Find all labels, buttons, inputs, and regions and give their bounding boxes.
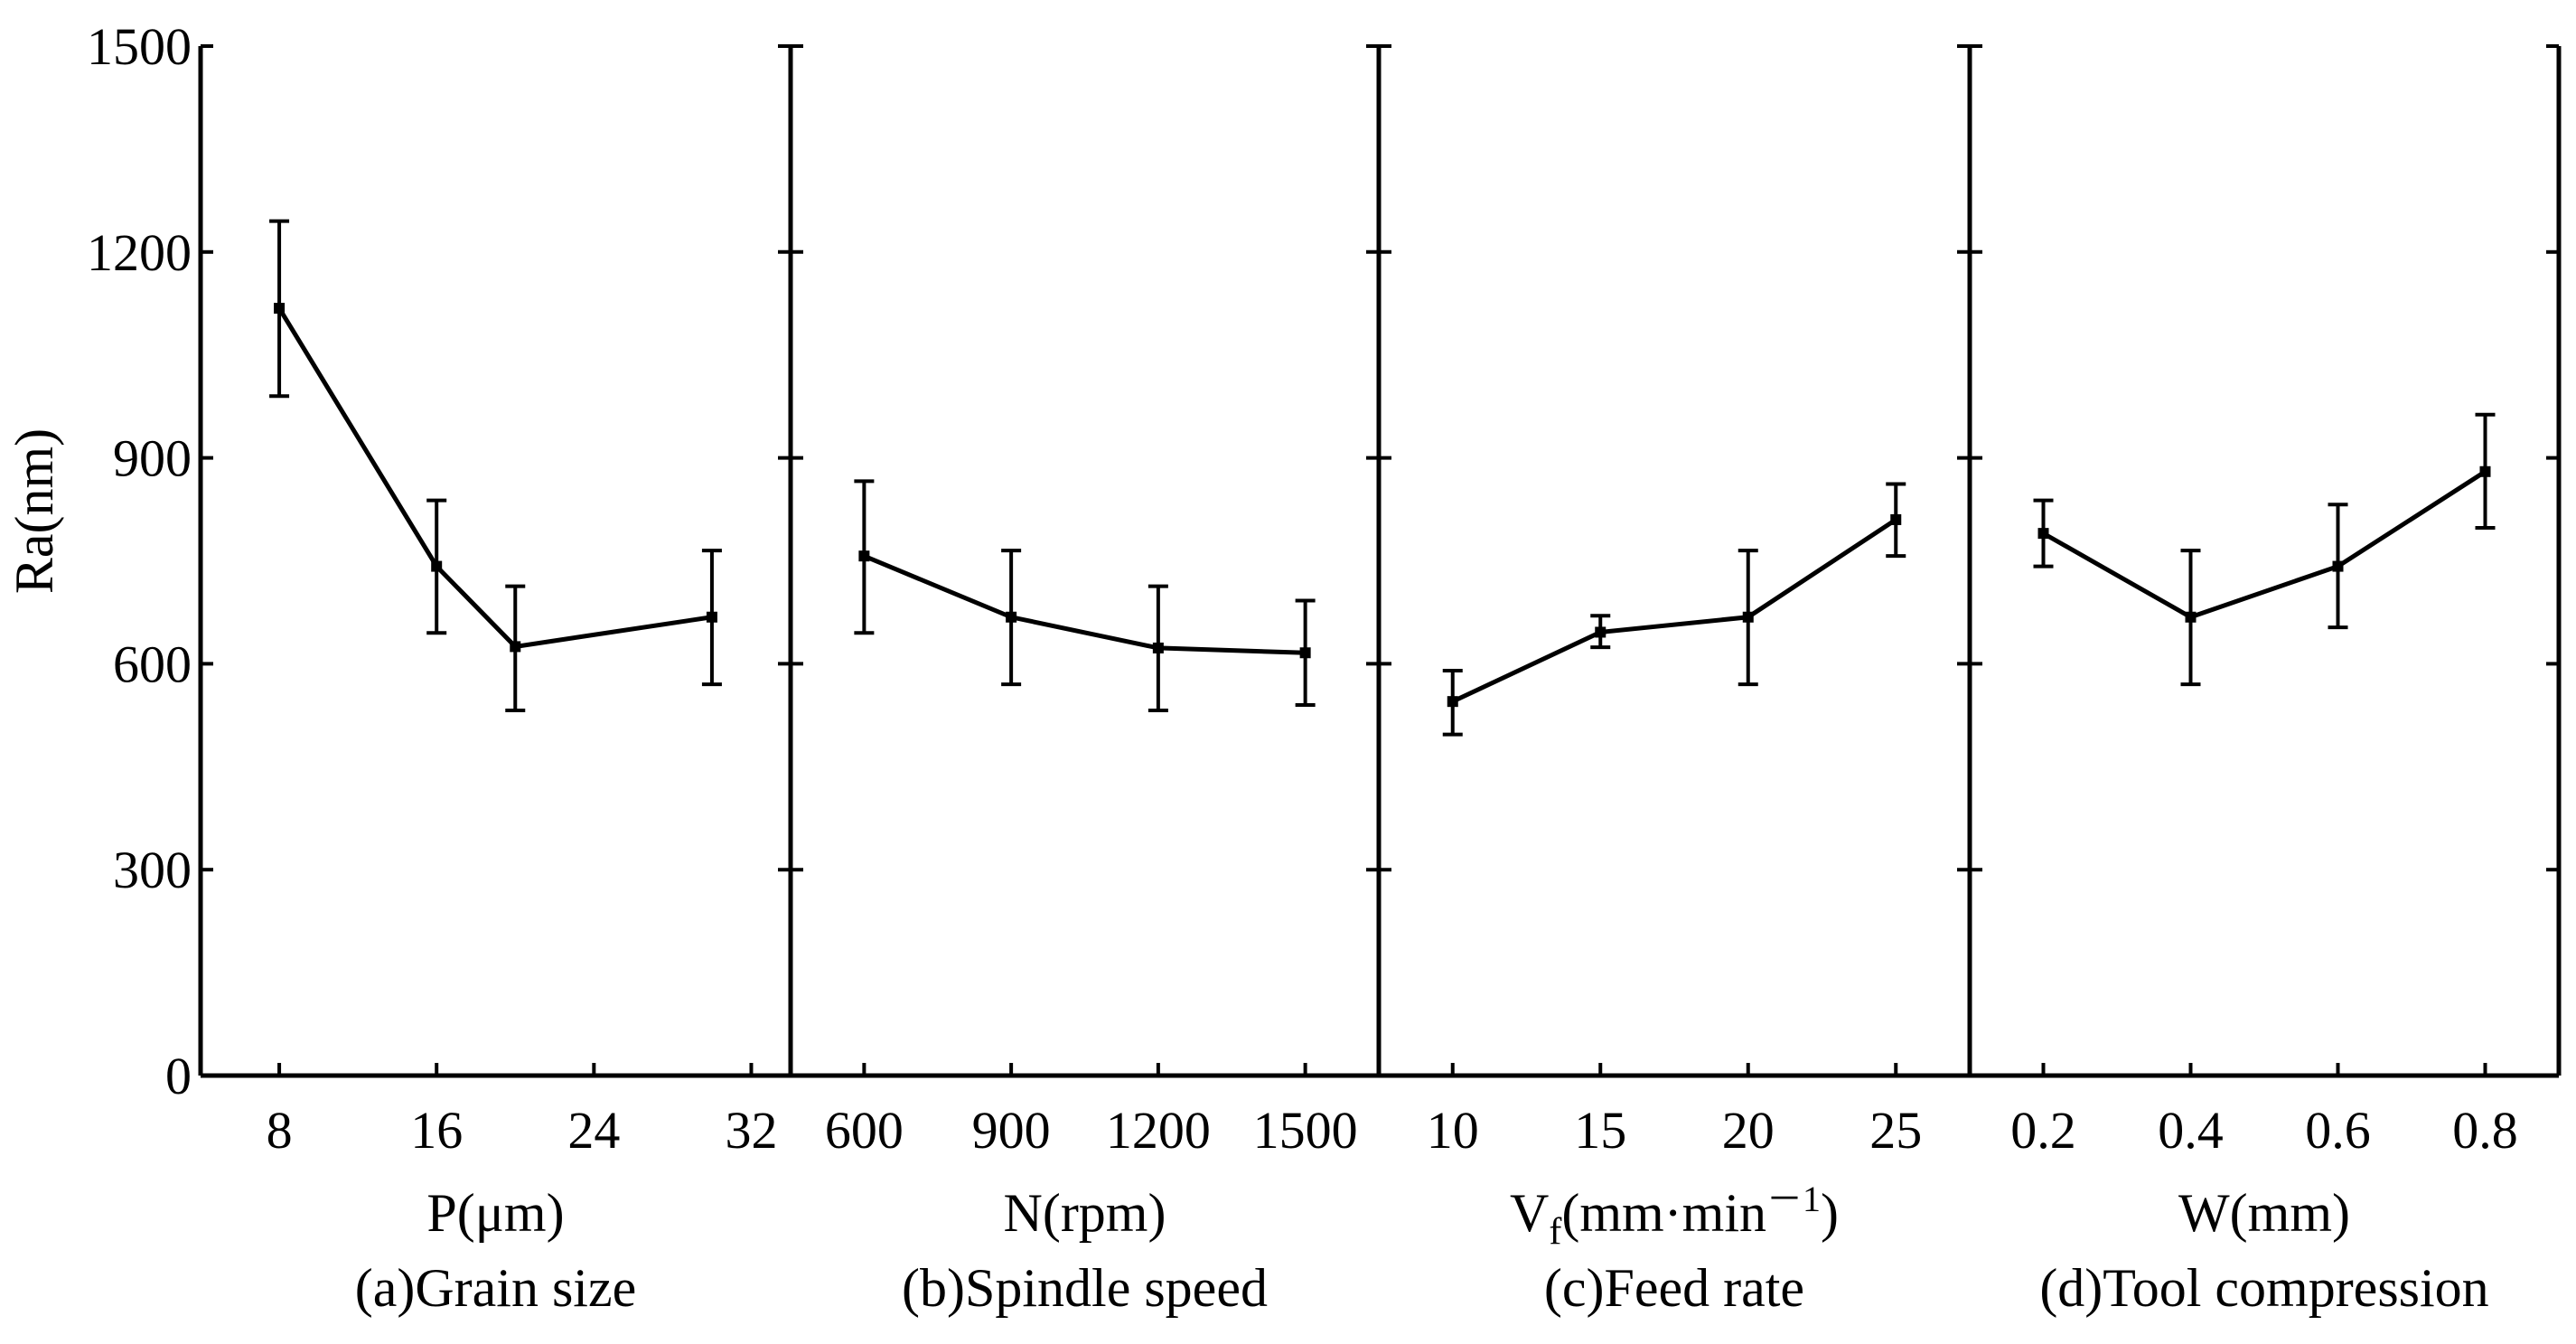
x-tick-label: 32 [725,1101,777,1160]
y-tick-label: 900 [113,429,192,488]
y-tick-label: 1500 [87,17,192,76]
panel-caption: (c)Feed rate [1544,1258,1804,1318]
panels: 8 16 24 32 P(μm) (a)Grain size 600 900 1200 1500 N… [267,219,2518,1318]
x-tick-label: 25 [1869,1101,1922,1160]
data-point [1595,626,1606,638]
data-point [1299,647,1311,659]
data-point [1006,611,1017,623]
panel-d: 0.2 0.4 0.6 0.8 W(mm) (d)Tool compression [2010,412,2518,1318]
x-tick-label: 0.4 [2158,1101,2224,1160]
data-point [2037,528,2049,540]
data-point [2185,611,2197,623]
panel-b: 600 900 1200 1500 N(rpm) (b)Spindle speed [825,479,1358,1318]
data-point [510,641,521,653]
data-point [431,560,443,572]
x-axis-title: P(μm) [426,1183,564,1243]
x-axis-title-superscript: －1 [1766,1179,1821,1219]
data-point [1890,513,1902,525]
x-tick-label: 8 [267,1101,293,1160]
series-line [863,553,1306,655]
x-tick-label: 0.8 [2452,1101,2518,1160]
x-axis-title: W(mm) [2178,1183,2350,1243]
y-tick-label: 600 [113,634,192,693]
data-point [858,550,870,562]
series-line [2042,469,2487,620]
x-tick-label: 20 [1722,1101,1775,1160]
x-tick-label: 16 [410,1101,463,1160]
panel-caption: (a)Grain size [355,1258,636,1318]
data-point [1447,696,1458,708]
y-axis: 0 300 600 900 1200 1500 Ra(nm) [5,17,2559,1105]
x-tick-label: 15 [1574,1101,1626,1160]
plot-frame [198,46,2562,1078]
x-tick-label: 10 [1427,1101,1479,1160]
data-point [274,303,286,315]
data-point [706,611,717,623]
x-tick-label: 900 [972,1101,1051,1160]
series-line [276,306,713,650]
x-tick-label: 1500 [1253,1101,1358,1160]
y-tick-label: 0 [165,1047,192,1105]
x-tick-label: 0.2 [2010,1101,2076,1160]
x-axis-title: N(rpm) [1004,1183,1166,1243]
x-tick-label: 24 [567,1101,620,1160]
x-axis-title-close: ) [1821,1183,1839,1243]
x-axis-title-unit: (mm·min [1561,1183,1766,1243]
x-tick-label: 1200 [1106,1101,1211,1160]
y-tick-label: 300 [113,841,192,899]
x-axis-title-subscript: f [1549,1211,1561,1253]
panel-caption: (b)Spindle speed [902,1258,1268,1318]
data-point [2479,465,2491,477]
data-point [1742,611,1754,623]
x-axis-title: Vf(mm·min－1) [1510,1179,1839,1253]
panel-a: 8 16 24 32 P(μm) (a)Grain size [267,219,777,1318]
x-tick-label: 600 [825,1101,904,1160]
x-axis-title-main: V [1510,1183,1549,1243]
series-line [1451,517,1897,704]
data-point [2332,560,2344,572]
data-point [1152,642,1164,653]
x-tick-label: 0.6 [2305,1101,2371,1160]
y-tick-label: 1200 [87,223,192,282]
panel-caption: (d)Tool compression [2039,1258,2488,1318]
y-axis-title: Ra(nm) [5,428,64,594]
